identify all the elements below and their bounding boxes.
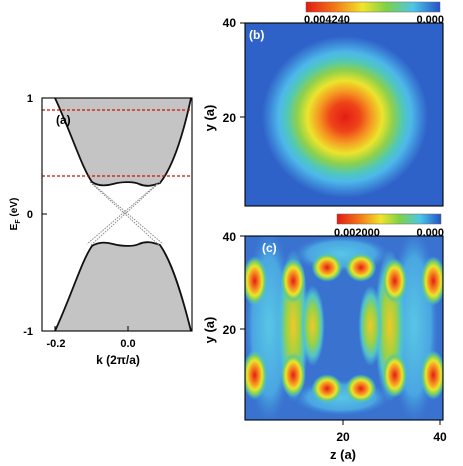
- xtick-label: 40: [433, 430, 447, 444]
- panel-c-ylabel: y (a): [202, 317, 217, 344]
- colorbar-c: [337, 214, 441, 224]
- colorbar-b: [306, 2, 440, 12]
- ytick-label: 20: [223, 323, 237, 337]
- heatmap-c-lobe: [420, 256, 443, 306]
- heatmap-c-panel: 0.002000 0.000 (c) 40 20 20 40 y (a) z (…: [202, 213, 447, 462]
- heatmap-c-lobe: [345, 374, 377, 403]
- heatmap-c-lobe: [311, 253, 343, 282]
- heatmap-c-lobe: [420, 350, 443, 400]
- heatmap-c-field: [245, 236, 443, 420]
- ytick-label: 1: [27, 93, 33, 105]
- panel-a-xlabel: k (2π/a): [96, 353, 140, 367]
- lower-band-edge: [54, 241, 192, 332]
- heatmap-c-lobe: [382, 258, 408, 304]
- panel-a-label: (a): [56, 113, 71, 127]
- heatmap-c-lobe: [311, 374, 343, 403]
- heatmap-c-lobe: [280, 258, 306, 304]
- ytick-label: 0: [27, 209, 33, 221]
- panel-b-label: (b): [249, 28, 264, 42]
- heatmap-c-lobe: [245, 350, 268, 400]
- ytick-label: 40: [223, 230, 237, 244]
- ylabel-unit: (eV): [9, 198, 20, 220]
- upper-band-edge: [54, 97, 192, 187]
- band-structure-panel: (a) 1 0 -1 -0.2 0.0 k (2π/a) EF (eV): [9, 93, 193, 367]
- xtick-label: 0.0: [120, 338, 135, 350]
- xtick-label: 20: [336, 430, 350, 444]
- dirac-cone-lines: [86, 181, 164, 247]
- panel-a-ylabel: EF (eV): [9, 198, 22, 231]
- ytick-label: 20: [223, 111, 237, 125]
- ylabel-sub: F: [15, 219, 22, 224]
- heatmap-b-field: [262, 36, 428, 198]
- panel-c-label: (c): [262, 241, 277, 255]
- lower-band-fill: [42, 242, 191, 331]
- panel-b-ylabel: y (a): [202, 105, 217, 132]
- heatmap-c-lobe: [300, 285, 325, 367]
- heatmap-c-lobe: [345, 253, 377, 282]
- heatmap-c-lobe: [280, 352, 306, 398]
- panel-a-ticks: [42, 97, 129, 332]
- heatmap-b-panel: 0.004240 0.000 (b) 40 20 y (a): [202, 1, 444, 207]
- upper-band-fill: [42, 98, 191, 186]
- ytick-label: -1: [23, 326, 33, 338]
- panel-c-xlabel: z (a): [330, 447, 356, 462]
- ylabel-main: E: [9, 223, 20, 230]
- heatmap-c-lobe: [358, 285, 383, 367]
- ytick-label: 40: [223, 16, 237, 30]
- heatmap-c-lobe: [245, 256, 268, 306]
- xtick-label: -0.2: [47, 338, 66, 350]
- heatmap-c-lobe: [382, 352, 408, 398]
